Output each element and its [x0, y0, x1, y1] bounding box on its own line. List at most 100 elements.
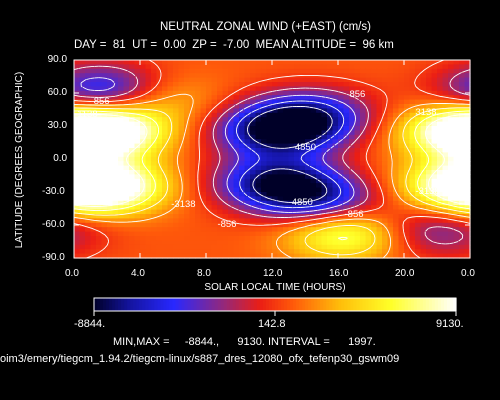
- heatmap-cell: [134, 249, 141, 255]
- heatmap-cell: [437, 64, 444, 70]
- heatmap-cell: [431, 178, 438, 184]
- heatmap-cell: [244, 231, 251, 237]
- heatmap-cell: [387, 126, 394, 131]
- heatmap-cell: [382, 126, 389, 131]
- heatmap-cell: [134, 183, 141, 189]
- heatmap-cell: [145, 152, 152, 158]
- heatmap-cell: [222, 183, 229, 189]
- heatmap-cell: [129, 77, 136, 83]
- heatmap-cell: [448, 108, 455, 114]
- heatmap-cell: [112, 187, 119, 193]
- heatmap-cell: [123, 196, 130, 202]
- heatmap-cell: [167, 205, 174, 211]
- heatmap-cell: [354, 126, 361, 131]
- heatmap-cell: [145, 209, 152, 215]
- heatmap-cell: [382, 134, 389, 140]
- heatmap-cell: [178, 152, 185, 158]
- heatmap-cell: [255, 249, 262, 255]
- heatmap-cell: [239, 126, 246, 131]
- heatmap-cell: [288, 95, 295, 101]
- heatmap-cell: [404, 148, 411, 153]
- heatmap-cell: [156, 178, 163, 184]
- heatmap-cell: [327, 209, 334, 215]
- heatmap-cell: [365, 99, 372, 105]
- heatmap-cell: [129, 90, 136, 96]
- heatmap-cell: [305, 90, 312, 96]
- heatmap-cell: [222, 170, 229, 175]
- heatmap-cell: [316, 183, 323, 189]
- heatmap-cell: [129, 200, 136, 206]
- heatmap-cell: [420, 249, 427, 255]
- heatmap-cell: [156, 222, 163, 228]
- heatmap-cell: [244, 143, 251, 149]
- heatmap-cell: [233, 240, 240, 246]
- heatmap-cell: [261, 161, 268, 167]
- heatmap-cell: [453, 64, 460, 70]
- heatmap-cell: [321, 108, 328, 114]
- heatmap-cell: [250, 218, 257, 224]
- heatmap-cell: [415, 196, 422, 202]
- heatmap-cell: [398, 139, 405, 145]
- heatmap-cell: [134, 152, 141, 158]
- heatmap-cell: [228, 209, 235, 215]
- heatmap-cell: [244, 68, 251, 74]
- heatmap-cell: [277, 90, 284, 96]
- heatmap-cell: [382, 152, 389, 158]
- heatmap-cell: [151, 148, 158, 153]
- heatmap-cell: [327, 249, 334, 255]
- heatmap-cell: [283, 68, 290, 74]
- heatmap-cell: [448, 227, 455, 233]
- heatmap-cell: [74, 231, 81, 237]
- heatmap-cell: [184, 200, 191, 206]
- heatmap-cell: [79, 214, 86, 219]
- heatmap-cell: [442, 86, 449, 92]
- heatmap-cell: [107, 178, 114, 184]
- heatmap-cell: [151, 126, 158, 131]
- heatmap-cell: [321, 99, 328, 105]
- heatmap-cell: [222, 68, 229, 74]
- heatmap-cell: [184, 82, 191, 87]
- heatmap-cell: [184, 187, 191, 193]
- heatmap-cell: [338, 95, 345, 101]
- heatmap-cell: [173, 60, 180, 65]
- heatmap-cell: [101, 187, 108, 193]
- heatmap-cell: [349, 236, 356, 241]
- heatmap-cell: [178, 165, 185, 171]
- heatmap-cell: [448, 174, 455, 180]
- heatmap-cell: [266, 126, 273, 131]
- heatmap-cell: [420, 222, 427, 228]
- heatmap-cell: [459, 209, 466, 215]
- heatmap-cell: [398, 192, 405, 197]
- heatmap-cell: [101, 73, 108, 79]
- heatmap-cell: [332, 121, 339, 127]
- heatmap-cell: [79, 174, 86, 180]
- heatmap-cell: [437, 214, 444, 219]
- heatmap-cell: [283, 170, 290, 175]
- heatmap-cell: [79, 82, 86, 87]
- heatmap-cell: [310, 227, 317, 233]
- heatmap-cell: [145, 174, 152, 180]
- heatmap-cell: [167, 192, 174, 197]
- heatmap-cell: [151, 187, 158, 193]
- heatmap-cell: [332, 152, 339, 158]
- heatmap-cell: [387, 73, 394, 79]
- heatmap-cell: [343, 183, 350, 189]
- heatmap-cell: [184, 108, 191, 114]
- heatmap-cell: [228, 82, 235, 87]
- heatmap-cell: [404, 161, 411, 167]
- heatmap-cell: [283, 218, 290, 224]
- heatmap-cell: [239, 143, 246, 149]
- heatmap-cell: [404, 244, 411, 250]
- heatmap-cell: [189, 64, 196, 70]
- heatmap-cell: [129, 112, 136, 118]
- heatmap-cell: [90, 143, 97, 149]
- heatmap-cell: [288, 240, 295, 246]
- heatmap-cell: [261, 68, 268, 74]
- y-tick-label: 60.0: [47, 87, 68, 98]
- heatmap-cell: [305, 192, 312, 197]
- heatmap-cell: [233, 165, 240, 171]
- heatmap-cell: [90, 200, 97, 206]
- heatmap-cell: [376, 249, 383, 255]
- heatmap-cell: [123, 174, 130, 180]
- colorbar-swatch: [160, 298, 164, 311]
